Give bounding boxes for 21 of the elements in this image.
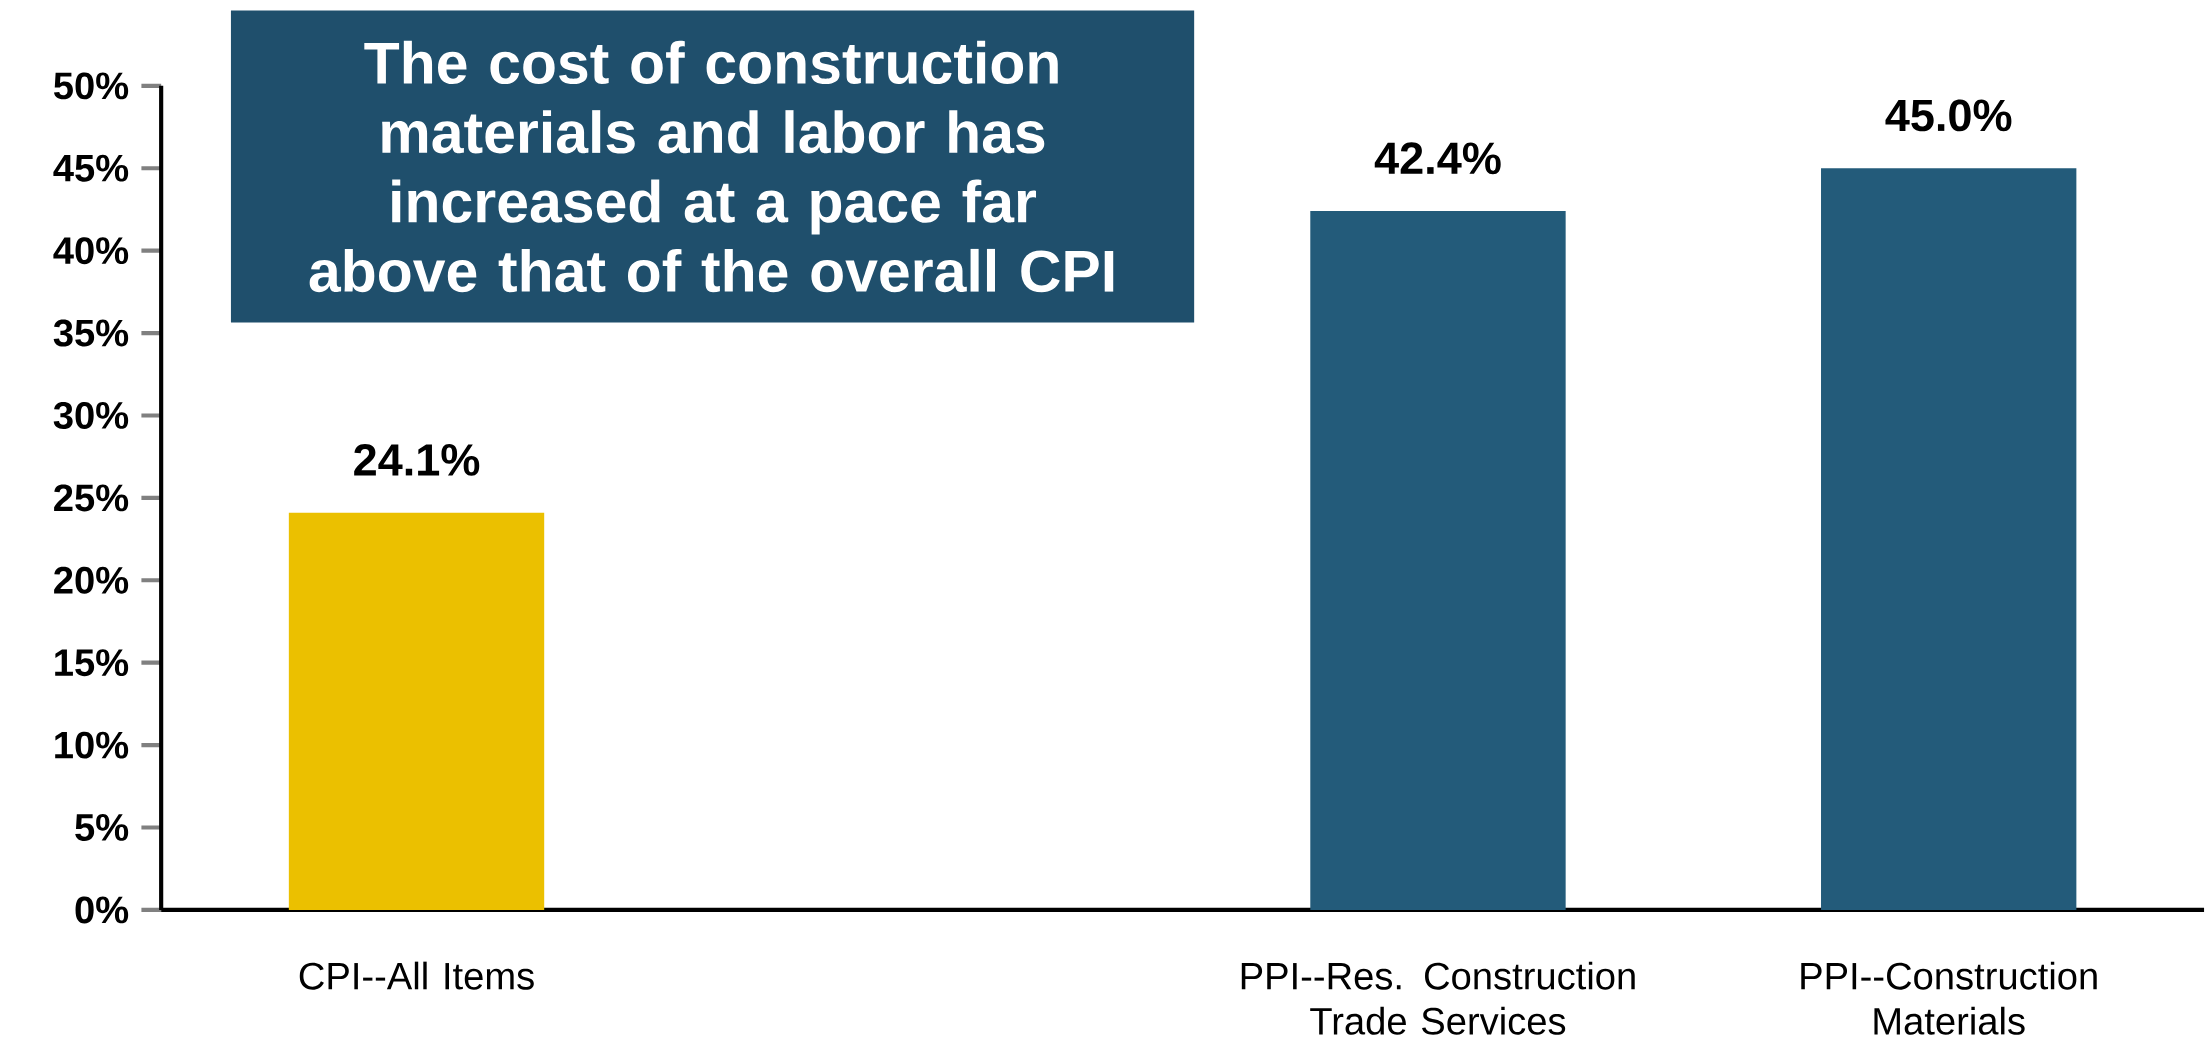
y-tick-label: 40% <box>53 237 129 265</box>
x-tick-label: PPI--Res. Construction Trade Services <box>1241 961 1635 1035</box>
y-tick-label: 25% <box>54 484 129 512</box>
x-tick-label: PPI--Construction Materials <box>1801 961 2097 1035</box>
data-label: 45.0% <box>1885 99 2012 132</box>
x-tick-label: CPI--All Items <box>299 961 534 990</box>
y-tick-label: 50% <box>54 72 129 100</box>
data-label: 42.4% <box>1374 142 1501 175</box>
y-tick-label: 45% <box>53 154 129 182</box>
y-tick-label: 30% <box>53 401 129 429</box>
y-tick-label: 5% <box>75 813 129 841</box>
y-tick-label: 15% <box>55 649 129 677</box>
bar <box>288 512 545 910</box>
y-tick-label: 10% <box>55 731 129 759</box>
bar <box>1821 168 2077 910</box>
y-tick-label: 20% <box>54 566 129 594</box>
data-label: 24.1% <box>354 443 480 476</box>
y-tick-label: 0% <box>75 896 129 924</box>
y-tick-label: 35% <box>53 319 129 347</box>
text: The cost of construction materials and labor has increased at a pace far above that of the overall CPI <box>309 40 1114 293</box>
bar <box>1310 211 1566 910</box>
